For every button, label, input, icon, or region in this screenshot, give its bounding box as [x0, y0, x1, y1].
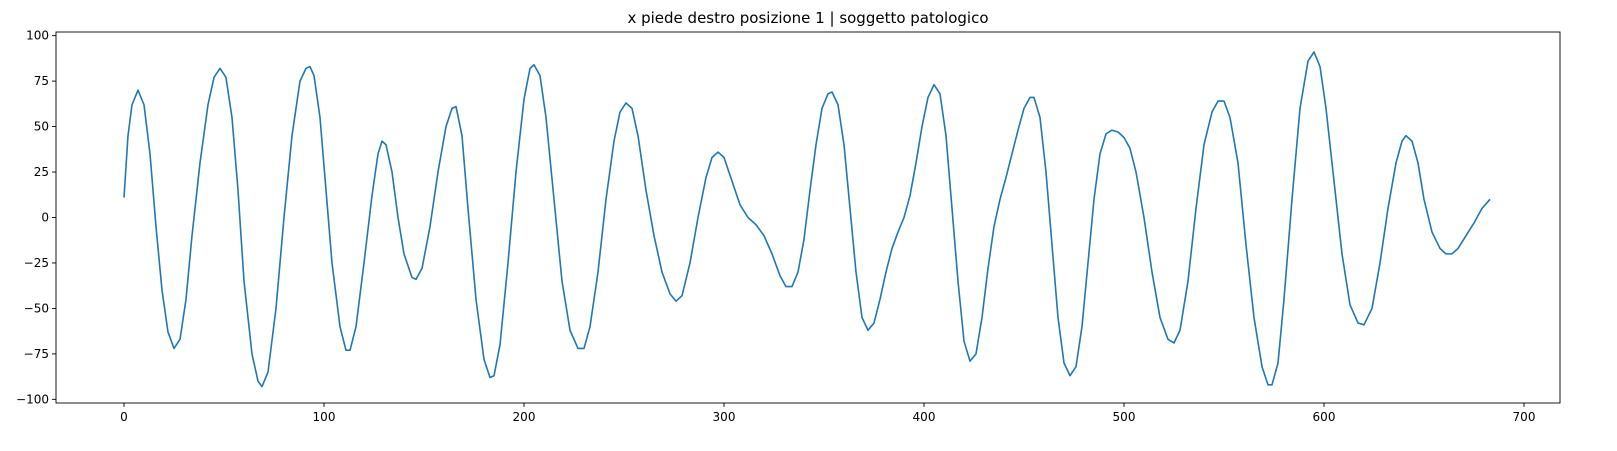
x-tick-label: 400 [913, 410, 936, 424]
y-tick-label: −50 [24, 301, 49, 315]
y-tick-label: −100 [16, 392, 49, 406]
axes-frame [55, 31, 1561, 404]
x-tick-label: 300 [713, 410, 736, 424]
series-line-0 [123, 51, 1491, 388]
x-tick-label: 200 [513, 410, 536, 424]
y-tick-label: −25 [24, 256, 49, 270]
x-tick-label: 100 [313, 410, 336, 424]
x-tick-label: 700 [1513, 410, 1536, 424]
y-tick-label: 75 [34, 74, 49, 88]
y-tick-label: −75 [24, 347, 49, 361]
plot-area [123, 51, 1491, 388]
y-tick-label: 25 [34, 165, 49, 179]
chart-title: x piede destro posizione 1 | soggetto pa… [627, 9, 988, 27]
x-tick-label: 0 [120, 410, 128, 424]
y-tick-label: 0 [41, 211, 49, 225]
y-tick-label: 100 [26, 29, 49, 43]
y-tick-label: 50 [34, 120, 49, 134]
x-tick-label: 500 [1113, 410, 1136, 424]
x-tick-label: 600 [1313, 410, 1336, 424]
axes: 0 100 200 300 400 500 600 700 −100 −75 −50 −25 0 25 50… [16, 29, 1561, 424]
